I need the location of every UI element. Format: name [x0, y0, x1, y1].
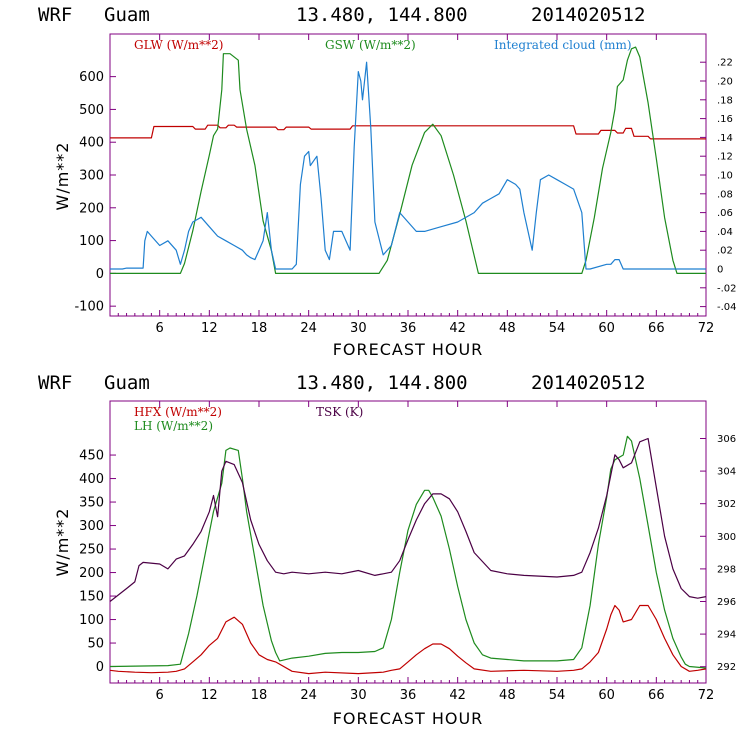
legend: GLW (W/m**2) GSW (W/m**2) Integrated clo…	[134, 38, 632, 52]
bottom-panel: 6 12 18 24 30 36 42 48 54 60 66 72 0 50 100 150 200 250 30…	[53, 400, 736, 728]
y2-tick-label: .16	[717, 114, 733, 125]
header-location: Guam	[104, 4, 150, 26]
x-tick-label: 42	[449, 321, 466, 336]
x-tick-label: 60	[598, 321, 615, 336]
y-tick-label: 500	[79, 103, 104, 118]
y2-tick-label: .08	[717, 189, 733, 200]
x-tick-label: 12	[201, 321, 218, 336]
x-tick-label: 30	[350, 321, 367, 336]
top-panel: 6 12 18 24 30 36 42 48 54 60 66 72 -100 0 100 200 300 400…	[53, 33, 737, 359]
x-tick-label: 36	[400, 688, 417, 703]
series-line-hfx	[109, 604, 707, 675]
y2-tick-label: .12	[717, 152, 733, 163]
y-tick-label: 200	[79, 566, 104, 581]
y2-tick-label: 304	[717, 467, 736, 478]
y-tick-label: 600	[79, 70, 104, 85]
header-coords-2: 13.480, 144.800	[296, 372, 468, 394]
axis-ticks-2: 6 12 18 24 30 36 42 48 54 60 66 72 0 50 100 150 200 250 30…	[79, 401, 736, 703]
y2-tick-label: .02	[717, 246, 733, 257]
legend-hfx: HFX (W/m**2)	[134, 405, 222, 419]
y-tick-label: 400	[79, 472, 104, 487]
y-axis-label-2: W/m**2	[53, 508, 72, 577]
series-line-glw	[110, 124, 706, 140]
y2-tick-label: -.04	[717, 302, 737, 313]
x-tick-label: 18	[251, 688, 268, 703]
y2-tick-label: .10	[717, 171, 733, 182]
y-tick-label: 250	[79, 543, 104, 558]
y-tick-label: 0	[96, 267, 104, 282]
series-line-gsw	[110, 46, 706, 274]
header-coords: 13.480, 144.800	[296, 4, 468, 26]
y2-tick-label: .06	[717, 208, 733, 219]
header-init-time: 2014020512	[531, 4, 645, 26]
y2-tick-label: .14	[717, 133, 733, 144]
x-tick-label: 66	[648, 688, 665, 703]
series-lines	[110, 46, 706, 274]
series-lines-2	[109, 435, 707, 675]
x-tick-label: 6	[156, 321, 164, 336]
x-tick-label: 18	[251, 321, 268, 336]
x-tick-label: 36	[400, 321, 417, 336]
legend-tsk: TSK (K)	[316, 405, 363, 419]
legend-lh: LH (W/m**2)	[134, 419, 213, 433]
y2-tick-label: 306	[717, 434, 736, 445]
y2-tick-label: 300	[717, 532, 736, 543]
y-tick-label: 200	[79, 201, 104, 216]
x-axis-label: FORECAST HOUR	[333, 340, 484, 359]
y2-tick-label: 298	[717, 564, 736, 575]
legend-glw: GLW (W/m**2)	[134, 38, 223, 52]
x-tick-label: 6	[156, 688, 164, 703]
y2-tick-label: .04	[717, 227, 733, 238]
series-line-lh	[109, 435, 707, 669]
header-model-2: WRF	[38, 372, 72, 394]
header-location-2: Guam	[104, 372, 150, 394]
y2-tick-label: 292	[717, 662, 736, 673]
y-tick-label: -100	[74, 300, 104, 315]
x-tick-label: 30	[350, 688, 367, 703]
y-tick-label: 300	[79, 169, 104, 184]
x-tick-label: 24	[300, 321, 317, 336]
x-tick-label: 66	[648, 321, 665, 336]
y2-tick-label: 296	[717, 597, 736, 608]
x-axis-label-2: FORECAST HOUR	[333, 709, 484, 728]
y-tick-label: 350	[79, 496, 104, 511]
y-tick-label: 300	[79, 519, 104, 534]
x-tick-label: 60	[598, 688, 615, 703]
plot-frame	[109, 33, 707, 317]
header-model: WRF	[38, 4, 72, 26]
x-tick-label: 48	[499, 688, 516, 703]
plot-frame-2	[109, 400, 707, 684]
y-tick-label: 100	[79, 613, 104, 628]
header-init-time-2: 2014020512	[531, 372, 645, 394]
y2-tick-label: .20	[717, 77, 733, 88]
y-tick-label: 450	[79, 449, 104, 464]
x-tick-label: 54	[549, 321, 566, 336]
x-tick-label: 48	[499, 321, 516, 336]
series-line-integrated	[110, 61, 706, 270]
y-tick-label: 100	[79, 234, 104, 249]
y2-tick-label: .18	[717, 95, 733, 106]
x-tick-label: 24	[300, 688, 317, 703]
y-tick-label: 50	[87, 637, 104, 652]
y2-tick-label: 0	[717, 265, 723, 276]
y2-tick-label: 302	[717, 499, 736, 510]
y2-tick-label: -.02	[717, 283, 737, 294]
y2-tick-label: 294	[717, 630, 736, 641]
x-tick-label: 42	[449, 688, 466, 703]
axis-ticks: 6 12 18 24 30 36 42 48 54 60 66 72 -100 0 100 200 300 400…	[74, 34, 737, 336]
series-line-tsk	[109, 437, 707, 602]
x-tick-label: 12	[201, 688, 218, 703]
legend-2: HFX (W/m**2) LH (W/m**2) TSK (K)	[134, 405, 363, 433]
y-axis-label: W/m**2	[53, 142, 72, 211]
legend-gsw: GSW (W/m**2)	[325, 38, 416, 52]
y-tick-label: 400	[79, 136, 104, 151]
y2-tick-label: .22	[717, 58, 733, 69]
x-tick-label: 72	[698, 321, 715, 336]
x-tick-label: 54	[549, 688, 566, 703]
legend-cloud: Integrated cloud (mm)	[494, 38, 632, 52]
x-tick-label: 72	[698, 688, 715, 703]
y-tick-label: 0	[96, 660, 104, 675]
y-tick-label: 150	[79, 590, 104, 605]
